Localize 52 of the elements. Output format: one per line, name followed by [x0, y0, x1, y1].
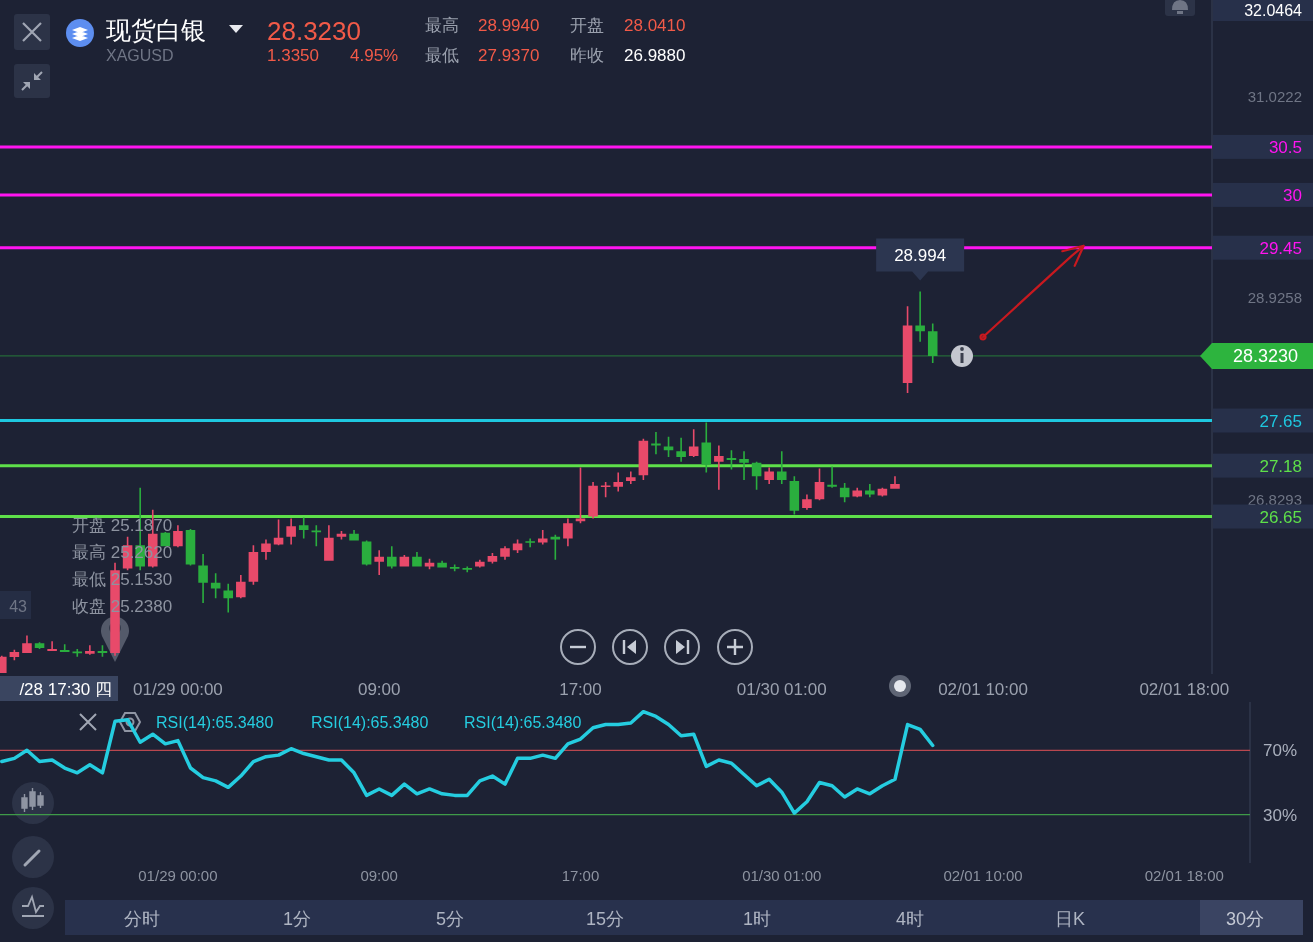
x-tick-label: 17:00 [561, 867, 600, 884]
text: 1时 [742, 909, 772, 929]
text: 日K [1054, 909, 1086, 929]
annotation: 43 [9, 598, 28, 615]
text: /28 17:30 四 [19, 680, 112, 699]
annotation: RSI(14):65.3480 [464, 714, 582, 731]
text: 现货白银 [106, 16, 206, 44]
x-tick-label: 01/30 01:00 [736, 680, 827, 699]
ref-line-label: 27.65 [1259, 411, 1302, 431]
y-tick-label: 31.0222 [1247, 88, 1302, 106]
annotation: 4.95% [350, 46, 399, 65]
text: 30分 [1225, 909, 1265, 929]
annotation: 昨收 [570, 46, 604, 65]
x-tick-label: 01/29 00:00 [138, 867, 218, 884]
ref-line-label: 30.5 [1268, 137, 1302, 157]
annotation: 1.3350 [267, 46, 319, 65]
x-tick-label: 01/30 01:00 [742, 867, 822, 884]
x-tick-label: 02/01 10:00 [938, 680, 1028, 699]
ref-line-label: 28.3230 [1232, 346, 1298, 367]
x-tick-label: 01/29 00:00 [133, 680, 223, 699]
annotation: 28.0410 [624, 16, 686, 35]
annotation: 28.9940 [478, 16, 540, 35]
ref-line-label: 27.18 [1259, 456, 1302, 476]
annotation: 27.9370 [478, 46, 540, 65]
y-tick-label: 30% [1262, 805, 1298, 825]
annotation: 开盘 [570, 16, 604, 35]
annotation: 28.3230 [267, 16, 361, 46]
x-tick-label: 09:00 [357, 680, 401, 699]
annotation: RSI(14):65.3480 [311, 714, 429, 731]
text: 1分 [282, 909, 312, 929]
annotation: RSI(14):65.3480 [156, 714, 274, 731]
x-tick-label: 17:00 [559, 680, 602, 699]
y-tick-label: 26.8293 [1247, 490, 1302, 508]
annotation: 26.9880 [624, 46, 686, 65]
annotation: 28.994 [894, 246, 947, 266]
ref-line-label: 29.45 [1259, 238, 1302, 258]
text: 32.0464 [1244, 2, 1303, 19]
x-tick-label: 09:00 [360, 867, 398, 884]
ref-line-label: 30 [1283, 185, 1302, 205]
annotation: 最低 [425, 46, 459, 65]
text: 4时 [895, 909, 925, 929]
text: 分时 [124, 909, 160, 929]
annotation: 最高 [425, 16, 459, 35]
text: 15分 [585, 909, 625, 929]
ref-line-label: 26.65 [1259, 507, 1302, 527]
x-tick-label: 02/01 18:00 [1139, 680, 1230, 699]
y-tick-label: 28.9258 [1247, 289, 1302, 307]
text: 5分 [435, 909, 465, 929]
x-tick-label: 02/01 10:00 [943, 867, 1023, 884]
y-tick-label: 70% [1262, 741, 1298, 761]
text: XAGUSD [106, 47, 174, 64]
x-tick-label: 02/01 18:00 [1144, 867, 1224, 884]
